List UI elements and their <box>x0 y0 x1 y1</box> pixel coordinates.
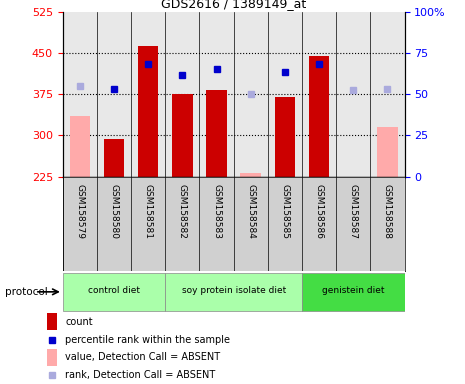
Bar <box>165 273 302 311</box>
Text: GSM158587: GSM158587 <box>349 184 358 239</box>
Text: genistein diet: genistein diet <box>322 286 385 296</box>
Text: GSM158580: GSM158580 <box>110 184 119 239</box>
Bar <box>47 349 57 366</box>
Bar <box>302 273 405 311</box>
Bar <box>138 46 159 177</box>
Text: GSM158584: GSM158584 <box>246 184 255 239</box>
Text: control diet: control diet <box>88 286 140 296</box>
Text: percentile rank within the sample: percentile rank within the sample <box>65 334 230 344</box>
Bar <box>172 94 193 177</box>
Text: GSM158582: GSM158582 <box>178 184 187 239</box>
Text: protocol: protocol <box>5 287 47 297</box>
Text: rank, Detection Call = ABSENT: rank, Detection Call = ABSENT <box>65 370 215 380</box>
Text: soy protein isolate diet: soy protein isolate diet <box>181 286 286 296</box>
Bar <box>377 127 398 177</box>
Text: count: count <box>65 317 93 327</box>
Text: GSM158586: GSM158586 <box>315 184 324 239</box>
Bar <box>63 273 165 311</box>
Bar <box>206 90 227 177</box>
Text: GSM158583: GSM158583 <box>212 184 221 239</box>
Bar <box>240 173 261 177</box>
Bar <box>275 97 295 177</box>
Text: value, Detection Call = ABSENT: value, Detection Call = ABSENT <box>65 353 220 362</box>
Text: GSM158581: GSM158581 <box>144 184 153 239</box>
Title: GDS2616 / 1389149_at: GDS2616 / 1389149_at <box>161 0 306 10</box>
Text: GSM158579: GSM158579 <box>75 184 84 239</box>
Bar <box>309 56 329 177</box>
Text: GSM158585: GSM158585 <box>280 184 289 239</box>
Text: GSM158588: GSM158588 <box>383 184 392 239</box>
Bar <box>47 313 57 330</box>
Bar <box>104 139 124 177</box>
Bar <box>70 116 90 177</box>
